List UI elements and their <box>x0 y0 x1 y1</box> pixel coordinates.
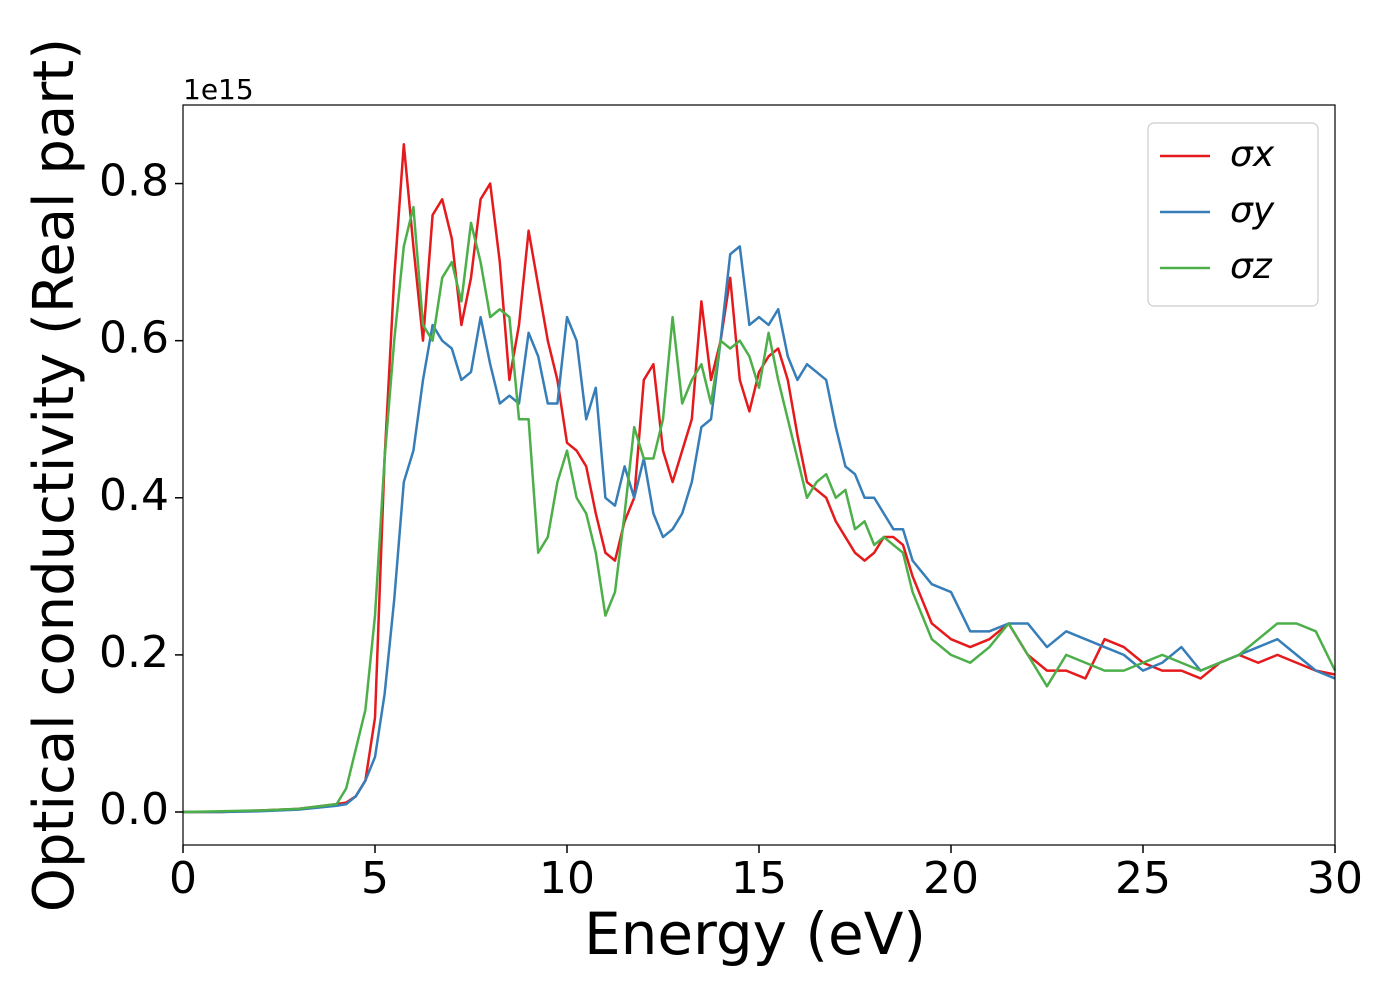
x-tick-label: 5 <box>361 853 389 904</box>
plot-frame <box>182 104 1336 846</box>
x-tick-label: 10 <box>539 853 595 904</box>
y-tick-label: 0.2 <box>99 627 169 678</box>
legend-box <box>1147 122 1319 307</box>
series-line <box>183 245 1336 814</box>
y-tick-label: 0.6 <box>99 313 169 364</box>
offset-label: 1e15 <box>183 73 254 106</box>
x-axis-label: Energy (eV) <box>584 900 926 968</box>
legend-label: σy <box>1230 190 1275 231</box>
series-line <box>183 143 1336 814</box>
legend-label: σx <box>1230 134 1275 175</box>
legend-label: σz <box>1230 246 1273 287</box>
x-tick-label: 0 <box>169 853 197 904</box>
x-tick-label: 20 <box>923 853 979 904</box>
x-tick-label: 15 <box>731 853 787 904</box>
series-line <box>182 205 1337 814</box>
y-tick-label: 0.8 <box>99 156 169 207</box>
y-tick-label: 0.4 <box>99 470 169 521</box>
x-tick-label: 30 <box>1307 853 1363 904</box>
y-tick-label: 0.0 <box>99 784 169 835</box>
y-axis-label: Optical conductivity (Real part) <box>22 38 87 912</box>
x-tick-label: 25 <box>1115 853 1171 904</box>
